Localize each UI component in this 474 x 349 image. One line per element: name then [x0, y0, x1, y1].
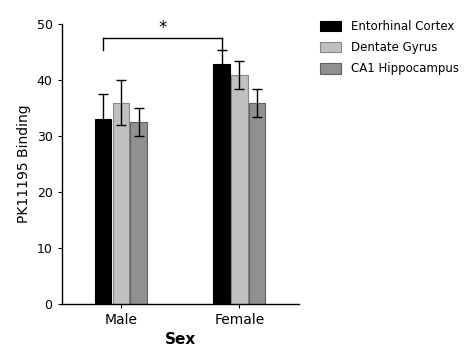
- Y-axis label: PK11195 Binding: PK11195 Binding: [17, 105, 31, 223]
- Legend: Entorhinal Cortex, Dentate Gyrus, CA1 Hippocampus: Entorhinal Cortex, Dentate Gyrus, CA1 Hi…: [316, 16, 462, 79]
- Text: *: *: [158, 19, 166, 37]
- Bar: [95, 119, 111, 304]
- X-axis label: Sex: Sex: [164, 332, 196, 347]
- Bar: [130, 122, 147, 304]
- Bar: [231, 75, 247, 304]
- Bar: [113, 103, 129, 304]
- Bar: [213, 64, 230, 304]
- Bar: [249, 103, 265, 304]
